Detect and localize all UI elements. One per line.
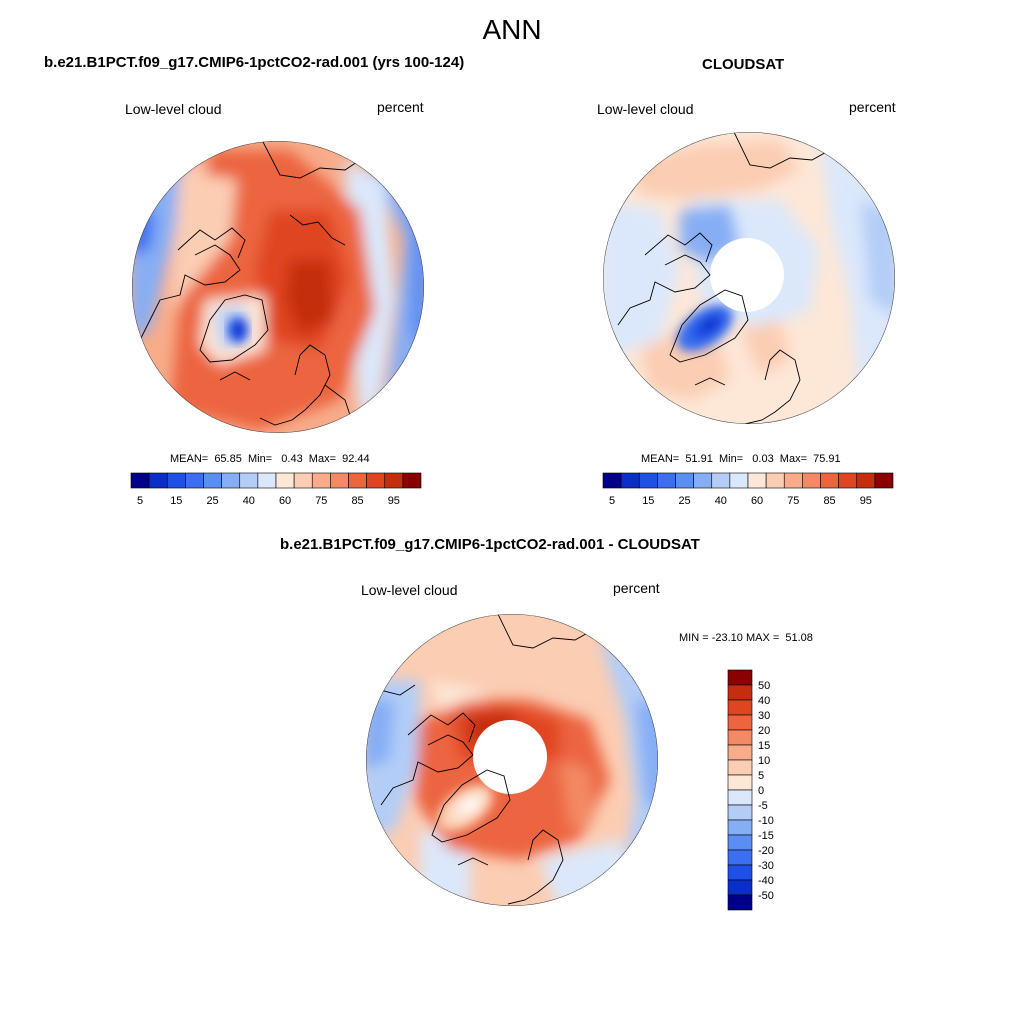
panel1-colorbar-swatch [384,472,404,489]
panel3-colorbar-tick-label: 40 [758,695,770,707]
panel3-colorbar-tick-label: 50 [758,680,770,692]
panel2-colorbar-swatch [802,472,821,489]
panel2-colorbar-swatch [783,472,803,489]
panel1-colorbar-swatch [330,472,349,489]
panel3-colorbar-tick-label: -30 [758,860,774,872]
panel1-variable: Low-level cloud [125,101,222,117]
panel1-colorbar-swatch [348,472,367,489]
panel2-colorbar-swatch [747,472,767,489]
panel2-colorbar-swatch [711,472,731,489]
panel1-title: b.e21.B1PCT.f09_g17.CMIP6-1pctCO2-rad.00… [44,54,465,71]
panel1-colorbar-swatch [203,472,222,489]
panel1-map [132,141,424,433]
panel2-colorbar-swatch [838,472,858,489]
panel2-colorbar-tick-label: 85 [823,495,835,507]
panel3-variable: Low-level cloud [361,582,458,598]
panel2-colorbar-tick-label: 15 [642,495,654,507]
panel3-colorbar-swatch [727,894,753,911]
panel1-colorbar-tick-label: 75 [315,495,327,507]
panel2-map [603,132,895,424]
panel1-colorbar-swatch [311,472,331,489]
panel3-colorbar-tick-label: -40 [758,875,774,887]
panel3-colorbar-swatch [727,864,753,881]
panel3-colorbar-tick-label: -15 [758,830,774,842]
panel3-colorbar-tick-label: 0 [758,785,764,797]
panel1-colorbar-swatch [221,472,241,489]
panel2-colorbar-swatch [693,472,713,489]
panel3-stats: MIN = -23.10 MAX = 51.08 [679,632,813,644]
panel2-colorbar-swatch [856,472,876,489]
panel3-colorbar-swatch [727,819,753,836]
panel1-colorbar-tick-label: 60 [279,495,291,507]
panel1-colorbar-tick-label: 95 [388,495,400,507]
panel3-colorbar-tick-label: -50 [758,890,774,902]
panel2-variable: Low-level cloud [597,101,694,117]
panel2-colorbar-swatch [602,472,622,489]
panel3-colorbar-swatch [727,774,753,791]
panel3-units: percent [613,580,660,596]
panel1-colorbar-swatch [275,472,295,489]
panel3-title: b.e21.B1PCT.f09_g17.CMIP6-1pctCO2-rad.00… [280,536,700,553]
panel2-colorbar-swatch [765,472,785,489]
panel2-colorbar-swatch [657,472,676,489]
panel3-colorbar-tick-label: 15 [758,740,770,752]
panel2-colorbar-tick-label: 5 [609,495,615,507]
panel2-colorbar-swatch [820,472,839,489]
panel3-colorbar-tick-label: -20 [758,845,774,857]
panel2-stats: MEAN= 51.91 Min= 0.03 Max= 75.91 [641,453,841,465]
panel1-colorbar-swatch [185,472,204,489]
panel2-colorbar-tick-label: 40 [715,495,727,507]
panel3-colorbar-tick-label: 30 [758,710,770,722]
panel3-colorbar-tick-label: 5 [758,770,764,782]
panel3-colorbar-swatch [727,714,753,731]
panel1-units: percent [377,99,424,115]
panel2-colorbar-swatch [638,472,658,489]
panel2-colorbar-swatch [729,472,749,489]
panel3-colorbar-swatch [727,744,753,761]
panel3-colorbar-tick-label: -10 [758,815,774,827]
panel2-colorbar-tick-label: 75 [787,495,799,507]
panel1-colorbar-tick-label: 25 [206,495,218,507]
panel1-colorbar-tick-label: 40 [243,495,255,507]
panel3-colorbar-swatch [727,804,753,821]
panel2-colorbar-swatch [620,472,640,489]
panel1-stats: MEAN= 65.85 Min= 0.43 Max= 92.44 [170,453,370,465]
panel1-colorbar: 5 15 25 40 60 75 85 95 [130,472,422,507]
panel1-colorbar-swatch [293,472,313,489]
panel3-colorbar-swatch [727,789,753,806]
panel1-colorbar-swatch [257,472,277,489]
panel2-colorbar: 5 15 25 40 60 75 85 95 [602,472,894,507]
panel1-colorbar-swatch [166,472,186,489]
panel3-colorbar-swatch [727,699,753,716]
panel2-colorbar-swatch [675,472,694,489]
panel2-colorbar-tick-label: 95 [860,495,872,507]
panel1-colorbar-tick-label: 5 [137,495,143,507]
panel3-colorbar-swatch [727,669,753,686]
figure-title: ANN [482,14,542,45]
panel3-map [366,614,658,906]
panel2-colorbar-tick-label: 60 [751,495,763,507]
panel3-colorbar-tick-label: -5 [758,800,768,812]
panel3-colorbar-swatch [727,834,753,851]
panel2-title: CLOUDSAT [702,56,785,73]
panel2-units: percent [849,99,896,115]
panel3-colorbar-tick-label: 20 [758,725,770,737]
panel1-colorbar-tick-label: 15 [170,495,182,507]
panel3-colorbar-swatch [727,729,753,746]
panel3-colorbar-swatch [727,849,753,866]
panel3-colorbar-swatch [727,759,753,776]
panel2-colorbar-tick-label: 25 [678,495,690,507]
panel1-colorbar-tick-label: 85 [351,495,363,507]
panel1-colorbar-swatch [130,472,150,489]
panel3-colorbar-swatch [727,879,753,896]
panel1-colorbar-swatch [148,472,168,489]
panel3-colorbar-swatch [727,684,753,701]
panel2-colorbar-swatch [874,472,894,489]
panel1-colorbar-swatch [402,472,422,489]
panel1-colorbar-swatch [366,472,386,489]
panel3-colorbar-tick-label: 10 [758,755,770,767]
panel1-colorbar-swatch [239,472,259,489]
